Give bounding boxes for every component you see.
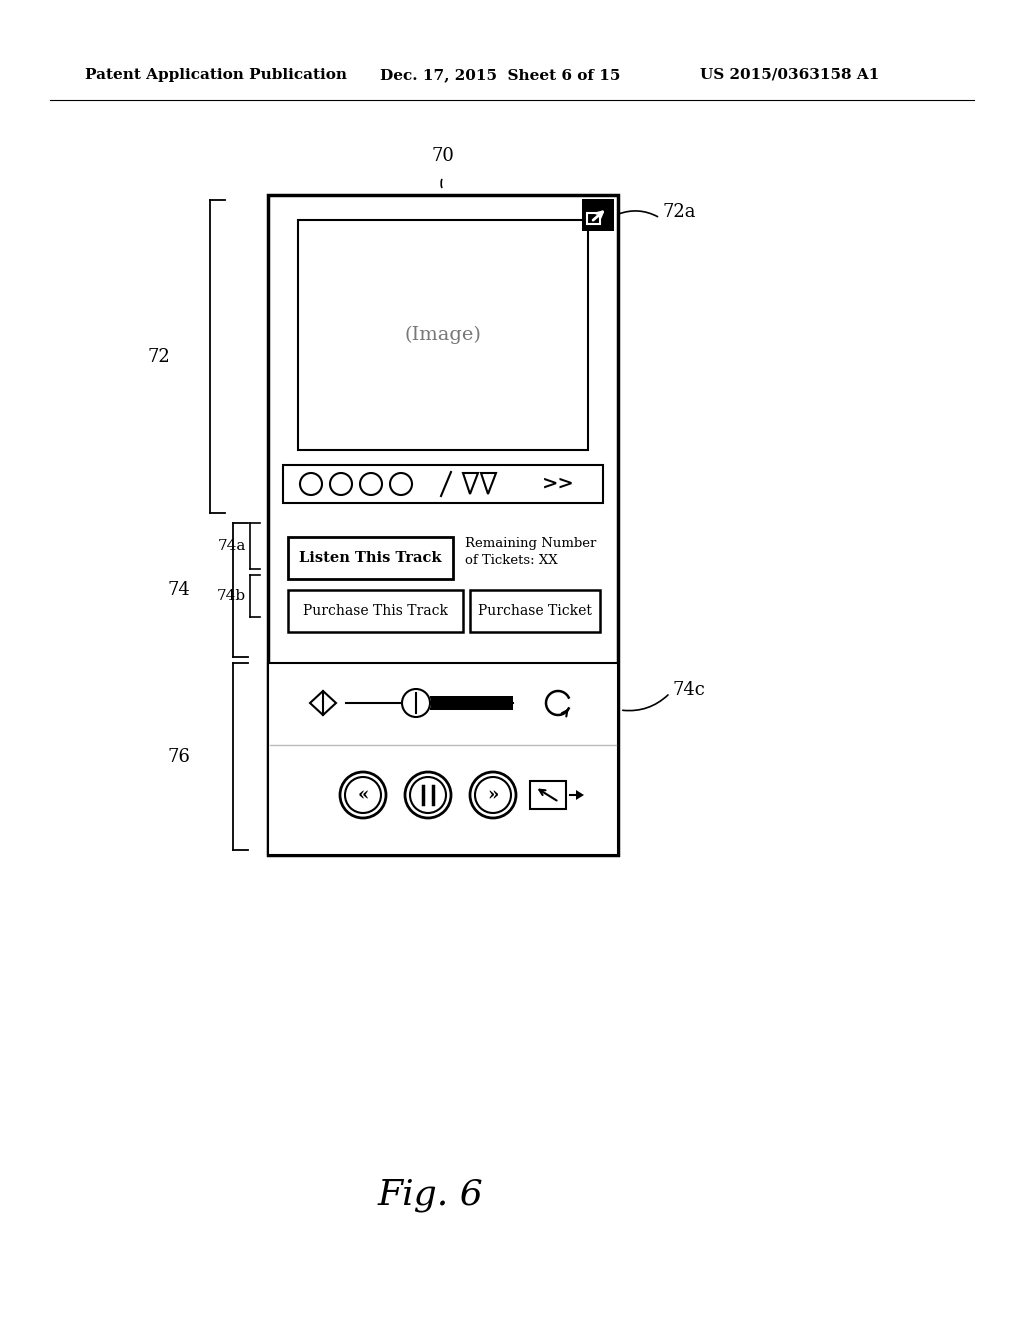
- Text: 74a: 74a: [218, 539, 246, 553]
- Circle shape: [345, 777, 381, 813]
- Text: Purchase Ticket: Purchase Ticket: [478, 605, 592, 618]
- Text: «: «: [357, 785, 369, 804]
- Bar: [288, 590, 463, 632]
- Bar: [268, 195, 618, 855]
- Circle shape: [406, 772, 451, 818]
- Text: Dec. 17, 2015  Sheet 6 of 15: Dec. 17, 2015 Sheet 6 of 15: [380, 69, 621, 82]
- Bar: [298, 220, 588, 450]
- Circle shape: [402, 689, 430, 717]
- Bar: [582, 199, 614, 231]
- Bar: [530, 781, 566, 809]
- Bar: [283, 465, 603, 503]
- Text: Purchase This Track: Purchase This Track: [303, 605, 449, 618]
- Bar: [470, 590, 600, 632]
- Text: US 2015/0363158 A1: US 2015/0363158 A1: [700, 69, 880, 82]
- Circle shape: [470, 772, 516, 818]
- Text: >>: >>: [542, 475, 574, 492]
- Text: Listen This Track: Listen This Track: [299, 550, 441, 565]
- Text: (Image): (Image): [404, 326, 481, 345]
- Text: »: »: [487, 785, 499, 804]
- Text: 72: 72: [147, 347, 170, 366]
- Text: Remaining Number
of Tickets: XX: Remaining Number of Tickets: XX: [465, 537, 596, 568]
- Text: 70: 70: [431, 147, 455, 165]
- Polygon shape: [575, 789, 584, 800]
- Circle shape: [340, 772, 386, 818]
- Circle shape: [475, 777, 511, 813]
- Text: 74c: 74c: [672, 681, 705, 700]
- Text: Fig. 6: Fig. 6: [377, 1177, 483, 1212]
- Bar: [587, 213, 600, 224]
- Text: 74: 74: [167, 581, 190, 599]
- Text: Patent Application Publication: Patent Application Publication: [85, 69, 347, 82]
- Bar: [430, 696, 513, 710]
- Bar: [268, 663, 618, 855]
- Text: 72a: 72a: [662, 203, 695, 220]
- Text: 76: 76: [167, 747, 190, 766]
- Circle shape: [410, 777, 446, 813]
- Text: 74b: 74b: [217, 589, 246, 603]
- Bar: [288, 537, 453, 579]
